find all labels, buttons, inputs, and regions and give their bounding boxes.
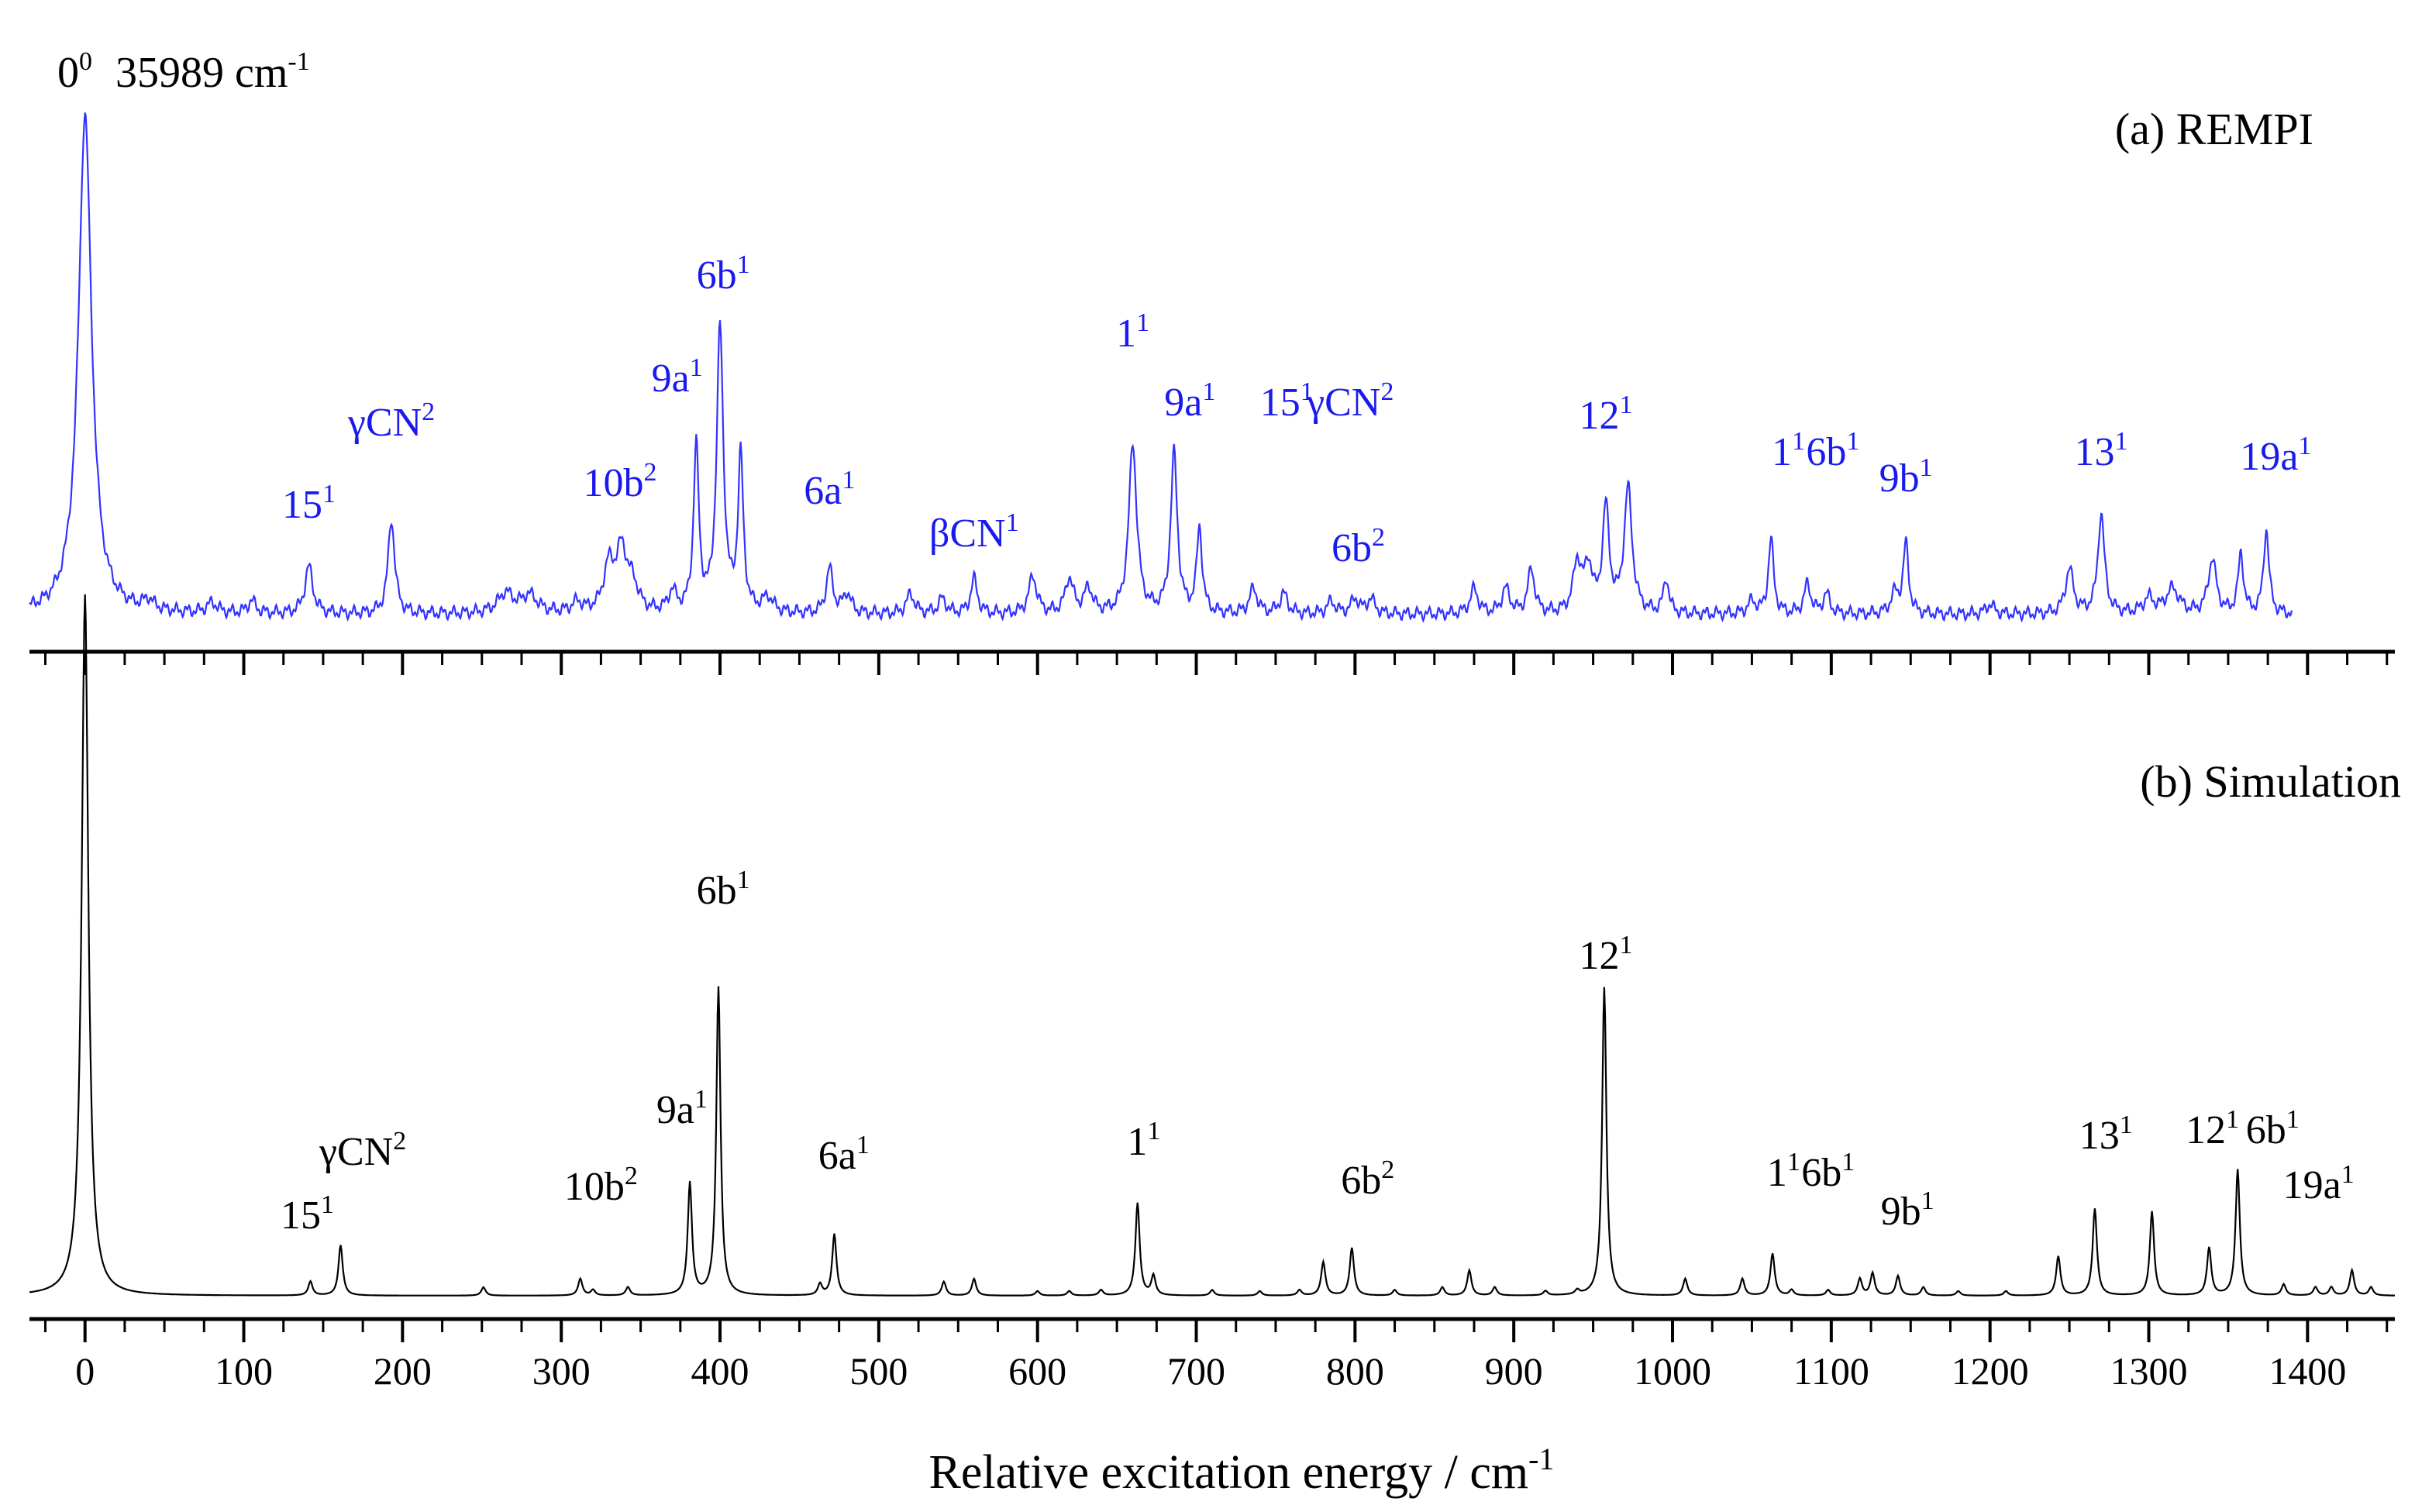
x-tick-label: 1200 (1952, 1349, 2029, 1393)
x-tick-label: 600 (1008, 1349, 1066, 1393)
x-tick-label: 1100 (1793, 1349, 1869, 1393)
rempi-spectrum-line (29, 112, 2293, 623)
peak-label: 9a1 (656, 1085, 708, 1132)
peak-label: 121 (2186, 1105, 2239, 1152)
panel-b-ticks (43, 1319, 2389, 1342)
x-tick-label: 0 (75, 1349, 95, 1393)
x-tick-labels: 0 100 200 300 400 500 600 700 800 900 1000 1100 1200… (75, 1349, 2346, 1393)
peak-label: 6b1 (1801, 1148, 1855, 1195)
x-tick-label: 200 (374, 1349, 432, 1393)
peak-label: 19a1 (2283, 1160, 2355, 1207)
peak-label: 6a1 (804, 466, 855, 513)
peak-label: 10b2 (564, 1162, 638, 1209)
peak-label: 10b2 (583, 458, 656, 505)
panel-a-title: (a) REMPI (2115, 104, 2313, 154)
peak-label: 6b1 (2246, 1105, 2300, 1152)
x-tick-label: 100 (215, 1349, 273, 1393)
peak-label: 9a1 (652, 353, 703, 401)
peak-label: 11 (1127, 1117, 1160, 1164)
origin-annotation: 00 35989 cm-1 (57, 47, 310, 97)
peak-label: 11 (1767, 1148, 1800, 1195)
x-tick-label: 800 (1326, 1349, 1384, 1393)
panel-a-ticks (43, 652, 2389, 675)
peak-label: βCN1 (929, 508, 1019, 556)
peak-label: γCN2 (1306, 377, 1394, 425)
peak-label: γCN2 (319, 1127, 406, 1174)
peak-label: 6b1 (1806, 427, 1859, 474)
x-tick-label: 1400 (2269, 1349, 2346, 1393)
x-tick-label: 500 (849, 1349, 908, 1393)
panel-simulation: (b) Simulation 0 100 200 300 400 500 600 700 800… (29, 594, 2401, 1393)
peak-label: 121 (1579, 931, 1632, 978)
peak-label: 151 (1260, 377, 1314, 425)
peak-label: 11 (1116, 308, 1149, 356)
peak-label: γCN2 (347, 398, 435, 445)
peak-label: 131 (2075, 427, 2128, 474)
peak-label: 19a1 (2240, 432, 2311, 479)
x-tick-label: 1300 (2110, 1349, 2188, 1393)
peak-label: 6b1 (697, 250, 750, 298)
x-tick-label: 1000 (1634, 1349, 1711, 1393)
peak-label: 9b1 (1879, 453, 1933, 501)
x-tick-label: 300 (532, 1349, 591, 1393)
peak-label: 11 (1772, 427, 1805, 474)
peak-label: 151 (282, 480, 336, 527)
peak-label: 6b2 (1341, 1156, 1394, 1203)
x-tick-label: 700 (1167, 1349, 1225, 1393)
peak-label: 9a1 (1164, 377, 1215, 425)
x-axis-title: Relative excitation energy / cm-1 (929, 1441, 1555, 1499)
peak-label: 131 (2079, 1111, 2133, 1158)
peak-label: 121 (1579, 391, 1632, 438)
x-tick-label: 900 (1485, 1349, 1543, 1393)
x-tick-label: 400 (691, 1349, 749, 1393)
peak-label: 9b1 (1881, 1187, 1934, 1234)
panel-b-title: (b) Simulation (2140, 756, 2401, 807)
peak-label: 6b2 (1332, 523, 1385, 570)
simulation-spectrum-line (29, 594, 2395, 1297)
peak-label: 6a1 (818, 1131, 870, 1178)
peak-label: 151 (281, 1190, 334, 1238)
peak-label: 6b1 (697, 866, 750, 913)
